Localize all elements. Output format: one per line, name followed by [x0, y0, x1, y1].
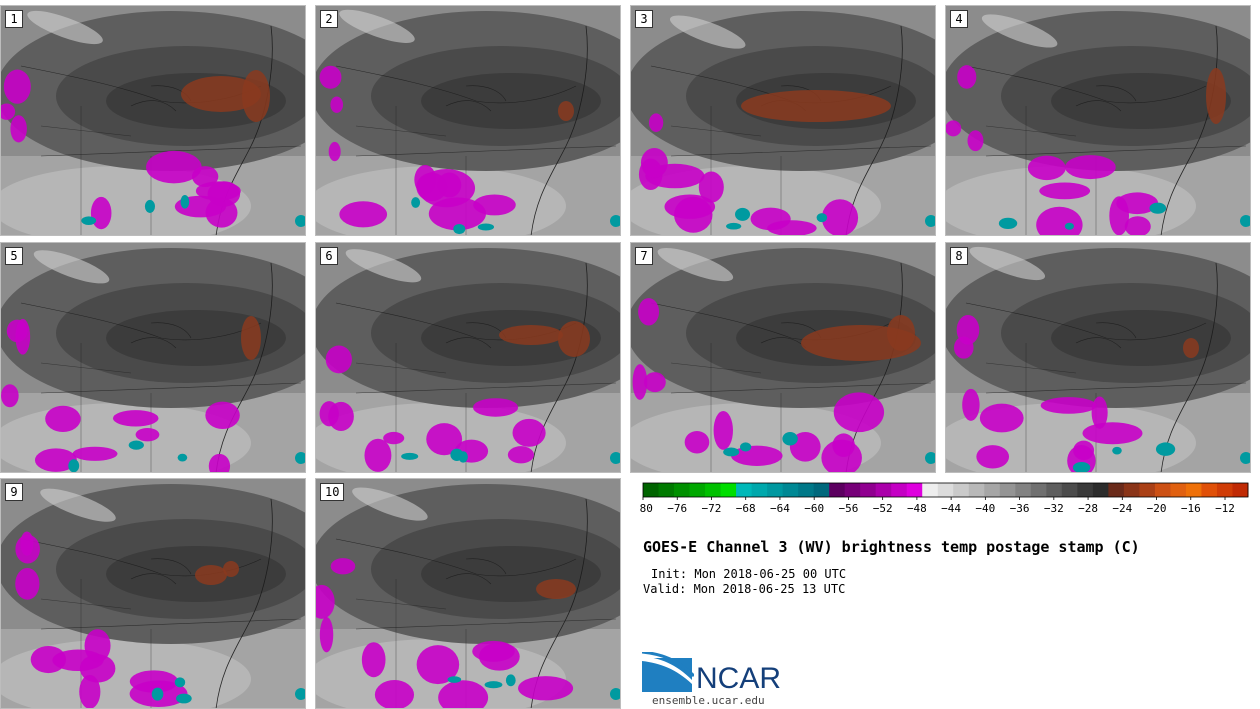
member-panel-2[interactable]: 2	[315, 5, 621, 236]
colorbar-tick-label: −32	[1044, 502, 1064, 515]
colorbar-swatch	[953, 483, 970, 497]
colorbar-swatch	[891, 483, 908, 497]
ncar-logo-icon	[642, 652, 694, 692]
colorbar-tick-label: −56	[838, 502, 858, 515]
colorbar-swatch	[1216, 483, 1233, 497]
colorbar-swatch	[1046, 483, 1063, 497]
colorbar-swatch	[751, 483, 768, 497]
member-panel-10[interactable]: 10	[315, 478, 621, 709]
colorbar-swatch	[906, 483, 923, 497]
colorbar-swatch	[999, 483, 1016, 497]
colorbar-tick-label: −68	[736, 502, 756, 515]
colorbar-swatch	[875, 483, 892, 497]
colorbar-swatch	[705, 483, 722, 497]
panel-label: 8	[950, 247, 968, 265]
colorbar: −80 −76 −72 −68 −64 −60 −56 −52 −48 −44 −40 −36 −32 −…	[640, 482, 1249, 515]
panel-label: 3	[635, 10, 653, 28]
colorbar-swatch	[860, 483, 877, 497]
colorbar-swatch	[767, 483, 784, 497]
member-panel-8[interactable]: 8	[945, 242, 1251, 473]
colorbar-tick-label: −52	[873, 502, 893, 515]
colorbar-tick-label: −64	[770, 502, 790, 515]
colorbar-tick-label: −76	[667, 502, 687, 515]
colorbar-tick-label: −16	[1181, 502, 1201, 515]
panel-label: 6	[320, 247, 338, 265]
panel-label: 5	[5, 247, 23, 265]
colorbar-tick-label: −48	[907, 502, 927, 515]
colorbar-swatch	[1170, 483, 1187, 497]
colorbar-tick-label: −28	[1078, 502, 1098, 515]
panel-label: 1	[5, 10, 23, 28]
colorbar-swatch	[736, 483, 753, 497]
init-time: Init: Mon 2018-06-25 00 UTC	[651, 567, 847, 581]
panel-label: 4	[950, 10, 968, 28]
colorbar-swatch	[937, 483, 954, 497]
colorbar-swatch	[922, 483, 939, 497]
member-panel-3[interactable]: 3	[630, 5, 936, 236]
logo-url: ensemble.ucar.edu	[652, 694, 765, 707]
colorbar-tick-label: −72	[702, 502, 722, 515]
colorbar-swatch	[1061, 483, 1078, 497]
colorbar-tick-label: −36	[1010, 502, 1030, 515]
panel-label: 9	[5, 483, 23, 501]
panel-label: 10	[320, 483, 345, 501]
colorbar-swatch	[782, 483, 799, 497]
colorbar-tick-label: −20	[1147, 502, 1167, 515]
colorbar-swatch	[1232, 483, 1249, 497]
colorbar-swatch	[720, 483, 737, 497]
member-panel-1[interactable]: 1	[0, 5, 306, 236]
colorbar-swatch	[844, 483, 861, 497]
member-panel-4[interactable]: 4	[945, 5, 1251, 236]
colorbar-tick-label: −80	[640, 502, 653, 515]
colorbar-tick-label: −12	[1215, 502, 1235, 515]
member-panel-9[interactable]: 9	[0, 478, 306, 709]
panel-label: 7	[635, 247, 653, 265]
member-panel-7[interactable]: 7	[630, 242, 936, 473]
colorbar-swatch	[984, 483, 1001, 497]
colorbar-swatch	[1015, 483, 1032, 497]
colorbar-swatch	[1077, 483, 1094, 497]
valid-time: Valid: Mon 2018-06-25 13 UTC	[643, 582, 846, 596]
colorbar-swatch	[674, 483, 691, 497]
figure-title: GOES-E Channel 3 (WV) brightness temp po…	[643, 538, 1140, 556]
colorbar-swatch	[1201, 483, 1218, 497]
colorbar-swatch	[1092, 483, 1109, 497]
colorbar-swatch	[798, 483, 815, 497]
colorbar-tick-label: −24	[1112, 502, 1132, 515]
member-panel-6[interactable]: 6	[315, 242, 621, 473]
colorbar-swatch	[1185, 483, 1202, 497]
panel-label: 2	[320, 10, 338, 28]
colorbar-swatch	[1139, 483, 1156, 497]
colorbar-swatch	[643, 483, 660, 497]
colorbar-swatch	[1108, 483, 1125, 497]
colorbar-swatch	[1030, 483, 1047, 497]
colorbar-swatch	[1154, 483, 1171, 497]
colorbar-tick-label: −40	[975, 502, 995, 515]
colorbar-swatch	[829, 483, 846, 497]
colorbar-swatch	[813, 483, 830, 497]
colorbar-tick-label: −60	[804, 502, 824, 515]
colorbar-swatch	[968, 483, 985, 497]
member-panel-5[interactable]: 5	[0, 242, 306, 473]
colorbar-swatch	[689, 483, 706, 497]
colorbar-swatch	[658, 483, 675, 497]
ncar-logo-text: NCAR	[696, 662, 782, 695]
colorbar-tick-label: −44	[941, 502, 961, 515]
colorbar-swatch	[1123, 483, 1140, 497]
